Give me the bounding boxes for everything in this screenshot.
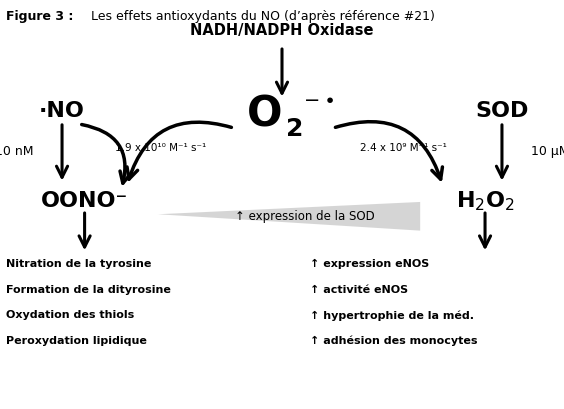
Text: 10 nM: 10 nM — [0, 145, 33, 158]
Text: ·NO: ·NO — [39, 101, 85, 120]
Polygon shape — [158, 202, 420, 231]
Text: 2.4 x 10⁹ M⁻¹ s⁻¹: 2.4 x 10⁹ M⁻¹ s⁻¹ — [360, 142, 447, 152]
Text: OONO⁻: OONO⁻ — [41, 191, 128, 210]
Text: Peroxydation lipidique: Peroxydation lipidique — [6, 335, 147, 345]
FancyArrowPatch shape — [336, 122, 442, 180]
FancyArrowPatch shape — [127, 123, 231, 180]
Text: ↑ expression eNOS: ↑ expression eNOS — [310, 259, 429, 269]
Text: 1.9 x 10¹⁰ M⁻¹ s⁻¹: 1.9 x 10¹⁰ M⁻¹ s⁻¹ — [115, 142, 206, 152]
Text: 2: 2 — [286, 117, 303, 141]
Text: Formation de la dityrosine: Formation de la dityrosine — [6, 284, 170, 294]
Text: Nitration de la tyrosine: Nitration de la tyrosine — [6, 259, 151, 269]
FancyArrowPatch shape — [82, 125, 131, 184]
Text: ↑ expression de la SOD: ↑ expression de la SOD — [235, 209, 374, 222]
Text: O: O — [248, 94, 283, 135]
Text: ↑ adhésion des monocytes: ↑ adhésion des monocytes — [310, 335, 478, 345]
Text: ↑ activité eNOS: ↑ activité eNOS — [310, 284, 408, 294]
Text: Figure 3 :: Figure 3 : — [6, 10, 73, 23]
Text: Oxydation des thiols: Oxydation des thiols — [6, 310, 134, 319]
Text: SOD: SOD — [475, 101, 528, 120]
Text: $^{-\bullet}$: $^{-\bullet}$ — [303, 94, 334, 122]
Text: H$_2$O$_2$: H$_2$O$_2$ — [456, 189, 514, 212]
Text: NADH/NADPH Oxidase: NADH/NADPH Oxidase — [190, 23, 374, 38]
Text: Les effets antioxydants du NO (d’après référence #21): Les effets antioxydants du NO (d’après r… — [87, 10, 435, 23]
Text: 10 μM: 10 μM — [531, 145, 564, 158]
Text: ↑ hypertrophie de la méd.: ↑ hypertrophie de la méd. — [310, 309, 474, 320]
